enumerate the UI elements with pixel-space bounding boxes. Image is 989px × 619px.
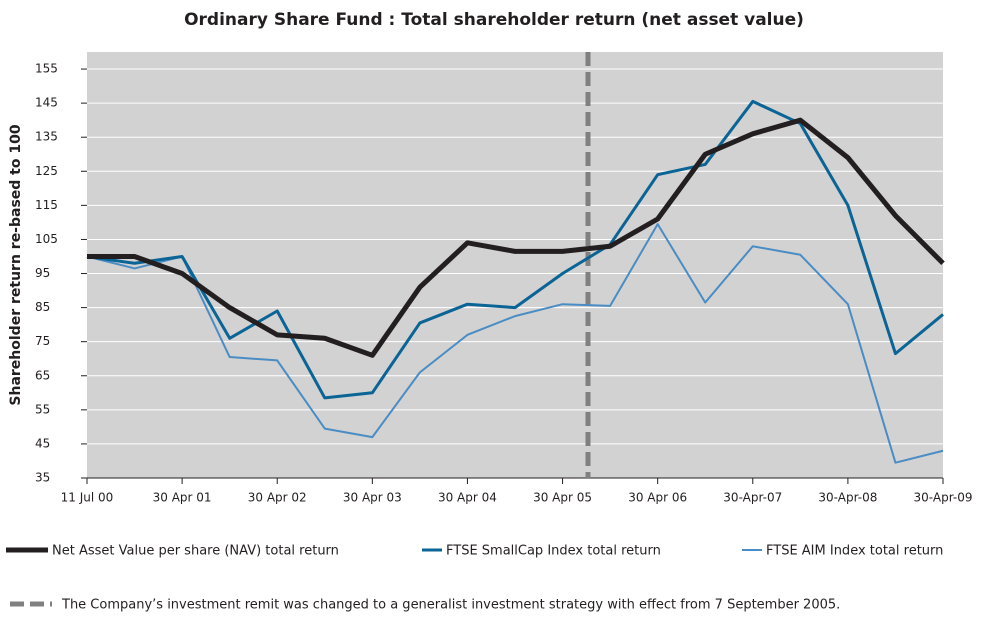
y-tick-label: 125 — [35, 164, 58, 178]
y-tick-label: 75 — [35, 334, 50, 348]
y-tick-label: 105 — [35, 232, 58, 246]
y-tick-label: 45 — [35, 436, 50, 450]
series-line — [87, 117, 945, 358]
x-tick-label: 30-Apr-07 — [723, 491, 782, 505]
legend-label: FTSE AIM Index total return — [766, 544, 943, 559]
x-tick-label: 30 Apr 06 — [628, 491, 687, 505]
plot-background — [87, 52, 943, 478]
x-tick-label: 30-Apr-08 — [818, 491, 877, 505]
y-tick-label: 115 — [35, 198, 58, 212]
y-tick-label: 65 — [35, 368, 50, 382]
x-tick-label: 30-Apr-09 — [914, 491, 973, 505]
y-axis-label: Shareholder return re-based to 100 — [8, 124, 24, 405]
x-tick-label: 30 Apr 05 — [533, 491, 592, 505]
x-tick-label: 30 Apr 01 — [153, 491, 212, 505]
chart-title: Ordinary Share Fund : Total shareholder … — [184, 10, 804, 30]
x-tick-label: 30 Apr 04 — [438, 491, 497, 505]
legend-label: FTSE SmallCap Index total return — [446, 544, 661, 559]
y-tick-label: 85 — [35, 300, 50, 314]
series-line — [86, 223, 944, 464]
y-tick-label: 95 — [35, 266, 50, 280]
x-tick-label: 11 Jul 00 — [61, 491, 114, 505]
y-tick-label: 145 — [35, 96, 58, 110]
y-tick-label: 155 — [35, 62, 58, 76]
y-tick-label: 35 — [35, 471, 50, 485]
x-tick-label: 30 Apr 03 — [343, 491, 402, 505]
y-tick-label: 55 — [35, 402, 50, 416]
series-line — [86, 99, 944, 400]
x-tick-label: 30 Apr 02 — [248, 491, 307, 505]
annotation: The Company’s investment remit was chang… — [61, 598, 840, 613]
y-tick-label: 135 — [35, 130, 58, 144]
legend-label: Net Asset Value per share (NAV) total re… — [52, 544, 339, 559]
